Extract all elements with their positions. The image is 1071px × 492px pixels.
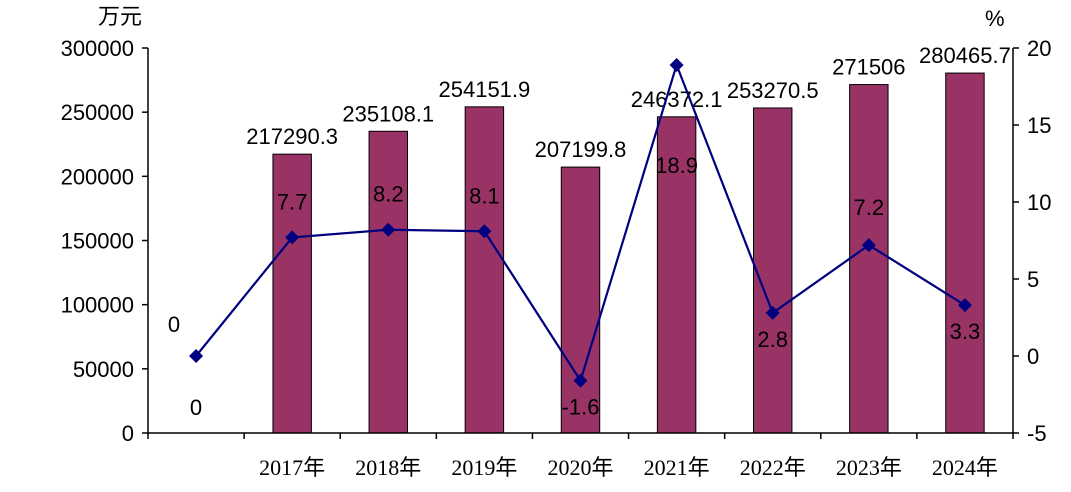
category-label: 2021年: [644, 455, 710, 480]
left-tick-label: 0: [122, 421, 134, 446]
right-axis-unit: %: [985, 6, 1005, 31]
line-value-label: 7.7: [277, 189, 308, 214]
x-axis: 2017年 2018年 2019年 2020年 2021年 2022年 2023年 2024年: [147, 432, 1014, 480]
line-value-label: 0: [168, 312, 180, 337]
bar-value-label: 280465.7: [919, 43, 1011, 68]
line-value-label: 8.1: [469, 183, 500, 208]
line-value-label: 7.2: [854, 195, 885, 220]
line-value-label: 3.3: [950, 319, 981, 344]
left-tick-label: 200000: [61, 164, 134, 189]
bar-value-label: 254151.9: [439, 77, 531, 102]
category-label: 2019年: [451, 455, 517, 480]
line-point: [477, 224, 492, 239]
bar-value-label: 207199.8: [535, 137, 627, 162]
line-value-label: 2.8: [757, 327, 788, 352]
left-axis: 0 50000 100000 150000 200000 250000 300000: [61, 36, 149, 446]
bar-value-label: 253270.5: [727, 78, 819, 103]
category-label: 2018年: [355, 455, 421, 480]
right-tick-label: 15: [1027, 113, 1051, 138]
bar: [464, 106, 505, 434]
bar: [849, 84, 889, 434]
bar: [560, 166, 601, 434]
category-label: 2022年: [740, 455, 806, 480]
right-axis: -5 0 5 10 15 20: [1012, 36, 1051, 446]
bar: [368, 130, 408, 434]
category-label: 2023年: [836, 455, 902, 480]
right-tick-label: 5: [1027, 267, 1039, 292]
left-tick-label: 50000: [73, 357, 134, 382]
bar-value-label: 217290.3: [246, 124, 338, 149]
right-tick-label: 10: [1027, 190, 1051, 215]
line-point: [189, 349, 204, 363]
bar-value-label: 246372.1: [631, 87, 723, 112]
line-point: [669, 57, 684, 72]
right-tick-label: -5: [1027, 421, 1047, 446]
line-point: [381, 222, 396, 237]
bar: [272, 153, 312, 434]
line-point: [573, 373, 588, 388]
bar-value-label: 235108.1: [342, 101, 434, 126]
left-axis-unit: 万元: [98, 4, 142, 29]
right-tick-label: 20: [1027, 36, 1051, 61]
line-point: [285, 230, 300, 245]
left-tick-label: 150000: [61, 229, 134, 254]
left-tick-label: 300000: [61, 36, 134, 61]
bar: [656, 116, 697, 434]
bar-value-label: 271506: [832, 55, 905, 80]
category-label: 2020年: [547, 455, 613, 480]
bar-value-label: 0: [190, 395, 202, 420]
left-tick-label: 250000: [61, 100, 134, 125]
category-label: 2017年: [259, 455, 325, 480]
bar: [945, 72, 985, 434]
left-tick-label: 100000: [61, 293, 134, 318]
line-point: [861, 238, 876, 253]
line-point: [957, 298, 972, 313]
line-value-label: 8.2: [373, 182, 404, 207]
right-tick-label: 0: [1027, 344, 1039, 369]
category-label: 2024年: [932, 455, 998, 480]
line-value-label: 18.9: [655, 153, 698, 178]
line-point: [765, 305, 780, 320]
line-value-label: -1.6: [562, 395, 600, 420]
bar: [753, 107, 793, 434]
line-series: 0 7.7 8.2 8.1 -1.6 18.9 2.8 7.2 3.3: [168, 57, 981, 420]
